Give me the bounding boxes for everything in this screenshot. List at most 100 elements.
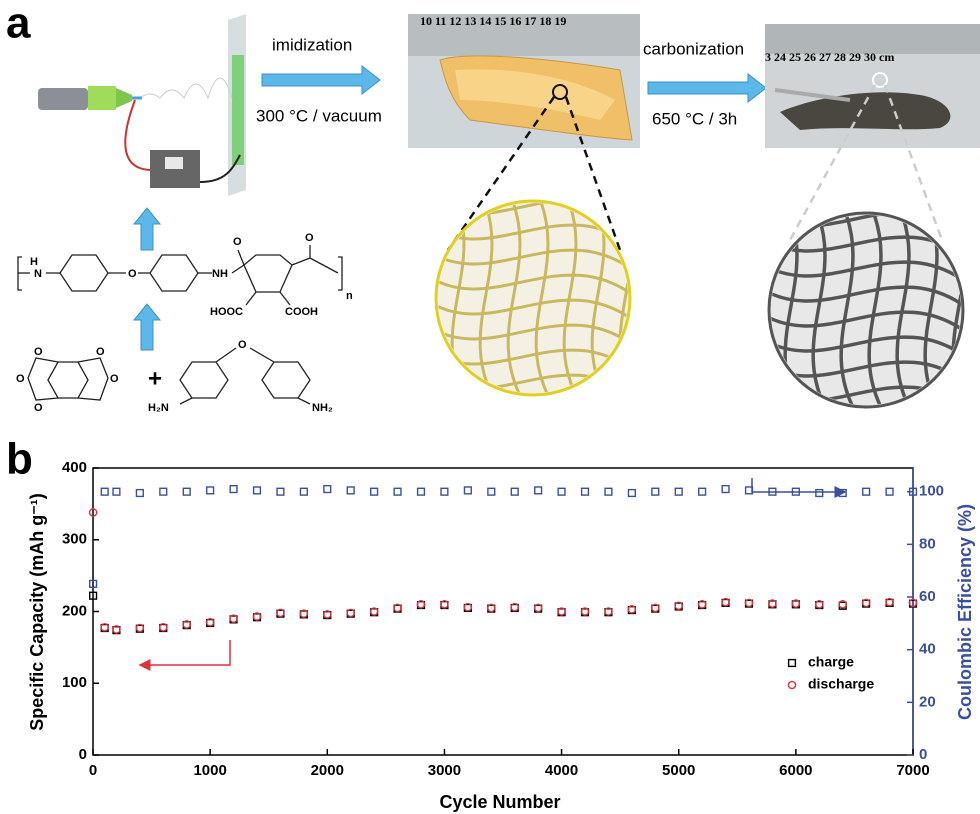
atom: O (128, 268, 137, 280)
polymer-structure (18, 245, 342, 305)
atom: HOOC (210, 306, 243, 318)
atom: O (34, 402, 43, 414)
panel-label: b (6, 435, 33, 484)
data-point (722, 486, 729, 493)
process-arrow (262, 66, 380, 94)
y-tick-label: 300 (62, 531, 87, 548)
y2-tick-label: 20 (919, 693, 936, 710)
atom: O (34, 346, 43, 358)
data-point (886, 488, 893, 495)
fiber (647, 188, 667, 408)
fiber (756, 410, 976, 440)
data-point (136, 490, 143, 497)
data-point (183, 488, 190, 495)
atom: O (305, 232, 314, 244)
data-point (535, 487, 542, 494)
data-point (816, 490, 823, 497)
legend-label: discharge (808, 676, 874, 692)
x-tick-label: 5000 (662, 762, 695, 779)
x-tick-label: 1000 (193, 762, 226, 779)
process-arrow (648, 74, 766, 102)
atom: H₂N (148, 402, 169, 414)
atom: O (96, 346, 105, 358)
y2-axis-title: Coulombic Efficiency (%) (955, 504, 975, 720)
y2-tick-label: 0 (919, 746, 927, 763)
step-condition: 650 °C / 3h (652, 109, 737, 128)
data-point (160, 488, 167, 495)
step-condition: 300 °C / vacuum (256, 106, 382, 125)
data-point (488, 488, 495, 495)
atom: COOH (285, 306, 318, 318)
process-arrow (134, 208, 160, 250)
process-arrow (134, 304, 160, 350)
data-point (511, 488, 518, 495)
x-tick-label: 3000 (428, 762, 461, 779)
data-point (863, 488, 870, 495)
x-tick-label: 6000 (779, 762, 812, 779)
y2-tick-label: 100 (919, 483, 944, 500)
atom: NH₂ (312, 402, 333, 414)
y2-tick-label: 40 (919, 641, 936, 658)
data-point (582, 488, 589, 495)
legend-marker (789, 660, 796, 667)
atom: O (110, 373, 119, 385)
x-axis-title: Cycle Number (439, 792, 560, 812)
plot-frame (93, 468, 913, 755)
data-point (347, 487, 354, 494)
step-label: imidization (272, 35, 352, 54)
data-point (113, 488, 120, 495)
data-point (324, 486, 331, 493)
data-point (652, 488, 659, 495)
figure: a imidization 300 °C / vacuum carbonizat… (0, 0, 980, 814)
data-point (699, 488, 706, 495)
atom: H (30, 256, 38, 268)
ruler-label: 10 11 12 13 14 15 16 17 18 19 (420, 14, 566, 28)
x-tick-label: 7000 (896, 762, 929, 779)
monomer-structures (28, 348, 310, 404)
data-point (675, 488, 682, 495)
data-point (464, 487, 471, 494)
data-point (277, 488, 284, 495)
step-label: carbonization (643, 39, 744, 58)
fiber (423, 398, 643, 428)
ruler-label: 3 24 25 26 27 28 29 30 cm (765, 50, 894, 64)
atom: O (233, 236, 242, 248)
data-point (394, 488, 401, 495)
y-axis-title: Specific Capacity (mAh g⁻¹) (27, 493, 47, 731)
data-point (605, 488, 612, 495)
data-point (230, 486, 237, 493)
y-tick-label: 200 (62, 602, 87, 619)
data-point (207, 487, 214, 494)
data-point (441, 488, 448, 495)
data-point (418, 488, 425, 495)
atom: O (16, 373, 25, 385)
photo-pi-film (408, 14, 640, 148)
atom: NH (212, 268, 228, 280)
data-point (558, 488, 565, 495)
y2-tick-label: 80 (919, 535, 936, 552)
x-tick-label: 0 (89, 762, 97, 779)
y-tick-label: 400 (62, 459, 87, 476)
chart: b Cycle Number Specific Capacity (mAh g⁻… (6, 435, 975, 812)
axis-pointer (140, 640, 230, 665)
axis-pointer (752, 478, 845, 492)
x-tick-label: 4000 (545, 762, 578, 779)
data-point (839, 490, 846, 497)
data-point (371, 488, 378, 495)
y2-tick-label: 60 (919, 588, 936, 605)
data-point (101, 488, 108, 495)
atom: N (34, 268, 42, 280)
electrospinning-setup (38, 14, 246, 196)
atom: n (346, 290, 353, 302)
legend-label: charge (808, 654, 854, 670)
panel-label: a (6, 0, 31, 48)
data-point (254, 487, 261, 494)
atom: O (238, 339, 247, 351)
x-tick-label: 2000 (311, 762, 344, 779)
y-tick-label: 0 (79, 746, 87, 763)
y-tick-label: 100 (62, 674, 87, 691)
plus-sign: + (148, 365, 162, 392)
photo-carbon-film (765, 24, 980, 148)
data-point (300, 488, 307, 495)
data-point (628, 490, 635, 497)
